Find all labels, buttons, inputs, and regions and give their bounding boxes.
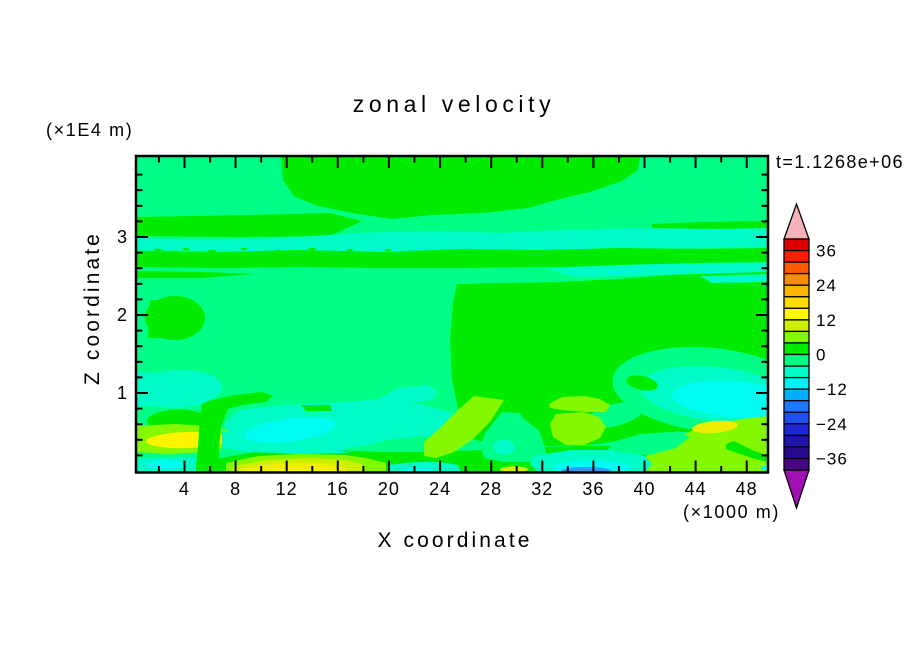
svg-text:8: 8 bbox=[230, 479, 241, 499]
svg-text:24: 24 bbox=[816, 276, 837, 295]
svg-text:−36: −36 bbox=[816, 450, 848, 469]
svg-text:4: 4 bbox=[179, 479, 190, 499]
svg-text:zonal velocity: zonal velocity bbox=[353, 91, 555, 117]
svg-text:Z coordinate: Z coordinate bbox=[81, 231, 104, 385]
svg-text:(×1E4 m): (×1E4 m) bbox=[46, 120, 133, 140]
svg-text:(×1000 m): (×1000 m) bbox=[683, 502, 780, 522]
svg-text:3: 3 bbox=[117, 227, 128, 247]
svg-text:16: 16 bbox=[327, 479, 349, 499]
svg-text:36: 36 bbox=[816, 242, 837, 261]
svg-text:12: 12 bbox=[816, 311, 837, 330]
svg-text:12: 12 bbox=[276, 479, 298, 499]
svg-text:−24: −24 bbox=[816, 415, 848, 434]
svg-text:1: 1 bbox=[117, 383, 128, 403]
svg-text:40: 40 bbox=[633, 479, 655, 499]
svg-text:X coordinate: X coordinate bbox=[377, 529, 532, 552]
svg-text:44: 44 bbox=[685, 479, 707, 499]
svg-text:24: 24 bbox=[429, 479, 451, 499]
svg-text:20: 20 bbox=[378, 479, 400, 499]
svg-text:28: 28 bbox=[480, 479, 502, 499]
svg-text:36: 36 bbox=[582, 479, 604, 499]
svg-text:48: 48 bbox=[736, 479, 758, 499]
svg-text:2: 2 bbox=[117, 305, 128, 325]
svg-text:−12: −12 bbox=[816, 380, 848, 399]
svg-text:0: 0 bbox=[816, 346, 826, 365]
svg-text:32: 32 bbox=[531, 479, 553, 499]
svg-text:t=1.1268e+06: t=1.1268e+06 bbox=[776, 152, 904, 172]
